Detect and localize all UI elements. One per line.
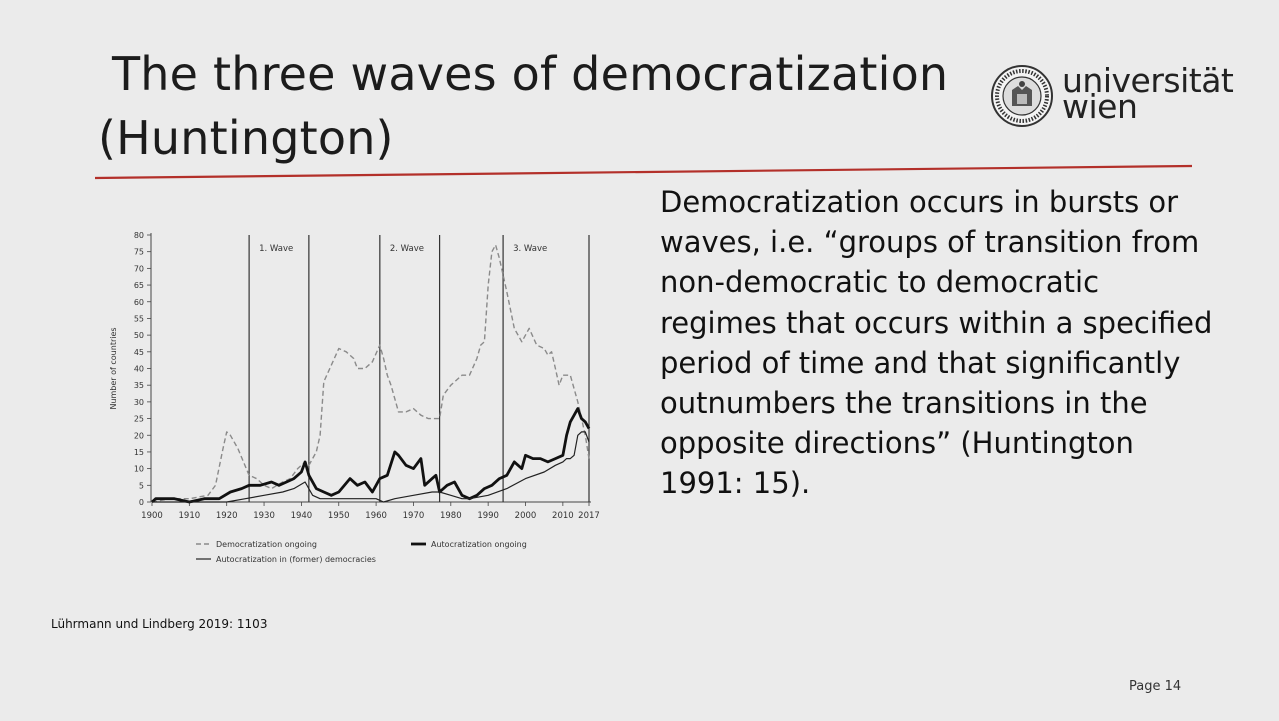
y-tick-label: 0 (139, 498, 144, 507)
slide-body-text: Democratization occurs in bursts or wave… (660, 185, 1213, 501)
wave-label: 1. Wave (259, 244, 293, 254)
y-tick-label: 30 (134, 398, 144, 407)
x-tick-label: 2010 (552, 511, 574, 521)
y-tick-label: 15 (134, 448, 144, 457)
logo-word-1: universität (1062, 61, 1234, 100)
university-seal-icon (991, 65, 1053, 127)
legend-label-3: Autocratization in (former) democracies (216, 555, 376, 564)
x-tick-label: 1980 (440, 511, 462, 521)
y-tick-label: 65 (134, 281, 144, 290)
legend-label-1: Democratization ongoing (216, 540, 317, 549)
y-tick-label: 55 (134, 314, 144, 323)
x-tick-label: 1990 (477, 511, 499, 521)
y-tick-label: 5 (139, 481, 144, 490)
y-tick-label: 60 (134, 298, 144, 307)
wave-label: 2. Wave (390, 244, 424, 254)
x-tick-label: 1920 (216, 511, 238, 521)
x-tick-label: 1900 (141, 511, 163, 521)
y-axis-title: Number of countries (109, 327, 118, 409)
slide-title-line1: The three waves of democratization (112, 47, 949, 101)
x-tick-label: 1960 (365, 511, 387, 521)
y-tick-label: 75 (134, 248, 144, 257)
university-logo: universität wien (990, 61, 1234, 128)
x-tick-label: 1910 (179, 511, 201, 521)
logo-word-2: wien (1062, 87, 1138, 126)
x-tick-label: 1970 (403, 511, 425, 521)
wave-label: 3. Wave (513, 244, 547, 254)
x-tick-label: 1930 (253, 511, 275, 521)
y-tick-label: 45 (134, 348, 144, 357)
series-line-2 (151, 407, 591, 504)
y-tick-label: 20 (134, 431, 144, 440)
x-tick-label: 1940 (291, 511, 313, 521)
slide-title-line2: (Huntington) (98, 111, 394, 165)
legend-label-2: Autocratization ongoing (431, 540, 527, 549)
series-line-3 (152, 431, 590, 503)
x-tick-label: 2017 (578, 511, 600, 521)
y-tick-label: 25 (134, 415, 144, 424)
y-tick-label: 40 (134, 365, 144, 374)
series-line-1 (151, 244, 590, 503)
y-tick-label: 70 (134, 264, 144, 273)
logo-wordmark: universität wien (1062, 61, 1234, 126)
y-tick-label: 10 (134, 465, 144, 474)
slide-title: The three waves of democratization (Hunt… (98, 42, 948, 170)
x-tick-label: 2000 (515, 511, 537, 521)
democratization-waves-chart: 0 5 10 15 20 25 30 35 40 45 50 55 60 65 70 75 80 1900 1910… (109, 231, 600, 564)
y-tick-label: 80 (134, 231, 144, 240)
page-number: Page 14 (1129, 679, 1182, 694)
y-tick-label: 35 (134, 381, 144, 390)
source-citation: Lührmann und Lindberg 2019: 1103 (51, 617, 268, 631)
x-tick-label: 1950 (328, 511, 350, 521)
y-tick-label: 50 (134, 331, 144, 340)
